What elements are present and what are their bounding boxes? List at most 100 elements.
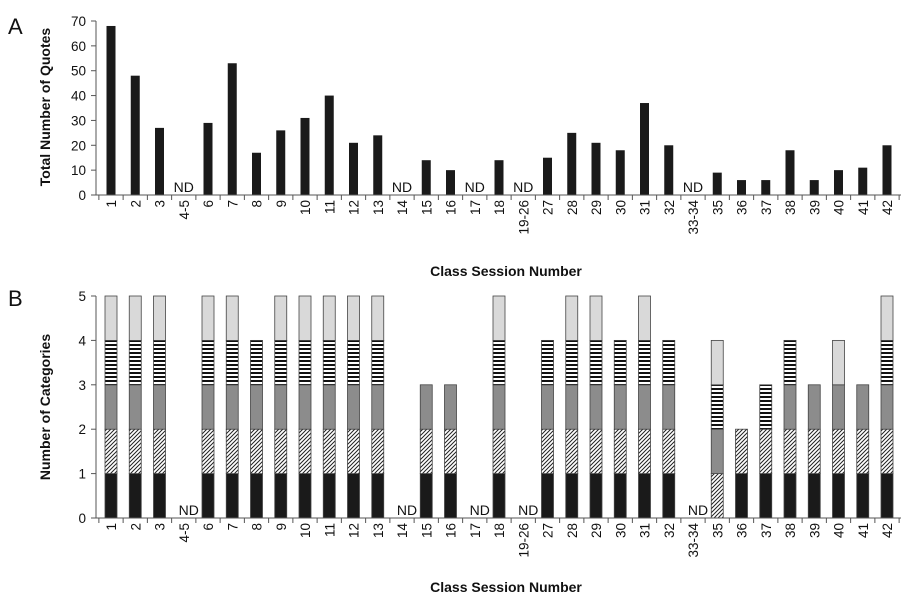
stack-segment-diagonal — [807, 428, 821, 475]
stack-segment-solid — [735, 473, 748, 519]
x-tick-label: 42 — [880, 200, 895, 215]
stack-segment-gray — [565, 384, 579, 430]
x-tick-label: 4-5 — [177, 523, 192, 543]
bar — [761, 180, 771, 195]
bar — [203, 122, 213, 195]
x-tick-label: 39 — [807, 200, 822, 215]
nd-label: ND — [513, 179, 533, 195]
stack-segment-gray — [783, 384, 797, 430]
x-tick-label: 7 — [225, 200, 240, 208]
x-tick-label: 19-26 — [516, 523, 531, 558]
stack-segment-diagonal — [759, 428, 773, 475]
x-tick-label: 33-34 — [686, 523, 701, 558]
stack-segment-solid — [832, 473, 845, 519]
x-tick-label: 12 — [347, 523, 362, 538]
nd-label: ND — [683, 179, 703, 195]
stack-segment-gray — [347, 384, 360, 430]
bar — [155, 127, 164, 195]
nd-label: ND — [470, 502, 490, 518]
stack-segment-diagonal — [322, 428, 336, 475]
x-tick-label: 18 — [492, 200, 507, 215]
x-tick-label: 37 — [759, 200, 774, 215]
bar — [737, 180, 746, 195]
stack-segment-gray — [613, 384, 627, 430]
stack-segment-light — [201, 295, 215, 341]
stack-segment-solid — [638, 473, 651, 519]
stack-segment-horizontal — [153, 339, 166, 386]
bar — [421, 160, 431, 195]
stack-segment-light — [347, 295, 360, 341]
stack-segment-diagonal — [662, 428, 676, 475]
x-tick-label: 11 — [322, 523, 337, 537]
nd-label: ND — [392, 179, 412, 195]
stack-segment-diagonal — [492, 428, 506, 475]
stack-segment-gray — [104, 384, 118, 430]
x-tick-label: 19-26 — [516, 200, 531, 235]
stack-segment-gray — [153, 384, 166, 430]
x-axis-b: 1 2 3 4-5 6 7 8 9 10 11 12 13 14 15 16 17 18 19-26 27 28 29 3… — [98, 518, 900, 558]
bars-b: ND ND ND ND ND — [104, 295, 894, 519]
stack-segment-horizontal — [298, 339, 312, 386]
bar — [785, 150, 795, 195]
x-tick-label: 28 — [565, 523, 580, 538]
stack-segment-diagonal — [347, 428, 360, 475]
x-tick-label: 42 — [880, 523, 895, 538]
stack-segment-solid — [613, 473, 627, 519]
x-tick-label: 13 — [371, 200, 386, 215]
x-tick-label: 3 — [153, 200, 168, 208]
stack-segment-horizontal — [371, 339, 385, 386]
x-tick-label: 6 — [201, 200, 216, 208]
bar — [252, 152, 261, 195]
bar — [494, 160, 504, 195]
x-tick-label: 9 — [274, 523, 289, 531]
bar — [276, 130, 286, 195]
nd-label: ND — [397, 502, 417, 518]
y-axis-title-a: Total Number of Quotes — [37, 28, 53, 187]
stack-segment-diagonal — [735, 428, 748, 475]
x-tick-label: 7 — [225, 523, 240, 531]
panel-label-b: B — [8, 286, 23, 311]
bar — [446, 170, 455, 195]
bar — [300, 117, 310, 195]
bar — [130, 75, 140, 195]
stack-segment-diagonal — [104, 428, 118, 475]
stack-segment-horizontal — [322, 339, 336, 386]
stack-segment-gray — [880, 384, 894, 430]
stack-segment-diagonal — [710, 473, 724, 519]
stack-segment-gray — [710, 428, 724, 475]
stack-segment-diagonal — [298, 428, 312, 475]
x-tick-label: 30 — [613, 523, 628, 538]
x-tick-label: 33-34 — [686, 200, 701, 235]
y-axis-b: 0 1 2 3 4 5 — [78, 289, 96, 526]
x-tick-label: 15 — [419, 523, 434, 538]
bar — [349, 142, 358, 195]
stack-segment-diagonal — [832, 428, 845, 475]
stack-segment-horizontal — [662, 339, 676, 386]
stack-segment-light — [638, 295, 651, 341]
nd-label: ND — [465, 179, 485, 195]
y-tick-label: 0 — [78, 511, 86, 526]
x-tick-label: 31 — [638, 523, 653, 538]
x-tick-label: 27 — [541, 200, 556, 215]
stack-segment-gray — [419, 384, 433, 430]
bar — [858, 167, 868, 195]
stack-segment-light — [565, 295, 579, 341]
chart-panel-b: B Number of Categories Class Session Num… — [8, 286, 901, 595]
stack-segment-light — [322, 295, 336, 341]
y-tick-label: 30 — [71, 113, 86, 128]
x-tick-label: 32 — [662, 200, 677, 215]
stack-segment-gray — [541, 384, 554, 430]
stack-segment-solid — [201, 473, 215, 519]
x-tick-label: 37 — [759, 523, 774, 538]
x-tick-label: 36 — [735, 523, 750, 538]
x-tick-label: 10 — [298, 523, 313, 538]
stack-segment-horizontal — [783, 339, 797, 386]
nd-label: ND — [518, 502, 538, 518]
bar — [591, 142, 601, 195]
y-tick-label: 20 — [71, 138, 86, 153]
stack-segment-solid — [589, 473, 603, 519]
x-axis-title-a: Class Session Number — [430, 263, 582, 279]
x-tick-label: 32 — [662, 523, 677, 538]
x-tick-label: 15 — [419, 200, 434, 215]
stack-segment-diagonal — [153, 428, 166, 475]
